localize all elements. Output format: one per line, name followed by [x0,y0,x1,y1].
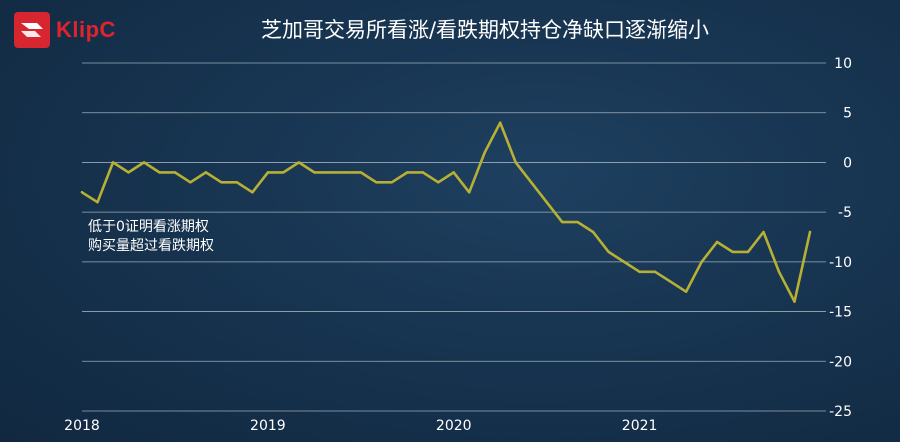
data-point [251,191,254,194]
annotation-line-2: 购买量超过看跌期权 [88,238,214,254]
y-tick-label: -20 [829,354,852,370]
data-point [653,270,657,273]
data-point [560,220,564,224]
data-point [127,171,130,174]
x-tick-label: 2020 [436,418,472,434]
annotation-line-1: 低于0证明看涨期权 [88,219,209,235]
data-point [142,161,146,164]
data-point [344,171,347,174]
data-point [700,260,703,264]
data-point [220,181,223,184]
data-point [638,270,641,273]
x-tick-label: 2021 [622,418,658,434]
data-point [282,171,285,174]
y-tick-label: -15 [829,305,852,321]
data-point [189,181,192,184]
data-point [499,121,502,124]
data-point [545,201,548,204]
data-point [204,171,208,174]
data-point [375,181,378,184]
y-tick-label: 0 [843,155,852,171]
data-point [437,181,440,184]
brand-logo: KlipC [14,12,116,48]
data-point [746,250,750,254]
data-point [297,161,301,164]
data-point [576,220,579,224]
data-point [777,270,781,273]
data-point [390,181,393,184]
y-tick-label: -25 [829,404,852,420]
y-tick-label: -10 [829,255,852,271]
data-point [266,171,270,174]
chart-annotation: 低于0证明看涨期权 购买量超过看跌期权 [88,218,214,256]
data-point [762,230,765,234]
data-point [808,230,812,234]
data-point [313,171,316,174]
data-point [328,171,332,174]
data-point [607,250,610,254]
x-tick-label: 2018 [64,418,100,434]
y-tick-label: 10 [834,56,852,72]
x-tick-label: 2019 [250,418,286,434]
y-tick-label: -5 [838,205,852,221]
chart-title: 芝加哥交易所看涨/看跌期权持仓净缺口逐渐缩小 [260,18,710,42]
data-point [111,161,115,164]
data-point [421,171,424,174]
data-point [468,191,471,194]
data-point [483,151,486,154]
data-point [622,260,626,264]
data-point [158,171,161,174]
data-point [591,230,595,234]
klipc-logo-icon [14,12,50,48]
data-point [669,280,672,283]
data-point [96,201,99,204]
data-point [173,171,177,174]
data-point [235,181,239,184]
brand-name: KlipC [56,17,116,42]
data-point [452,171,455,174]
data-point [406,171,409,174]
y-tick-label: 5 [843,106,852,122]
data-point [514,161,517,164]
data-point [684,290,688,293]
data-point [715,240,719,244]
data-point [529,181,533,184]
data-point [359,171,363,174]
data-point [80,191,84,194]
series-line [80,121,812,303]
data-point [793,300,796,303]
data-point [731,250,734,254]
